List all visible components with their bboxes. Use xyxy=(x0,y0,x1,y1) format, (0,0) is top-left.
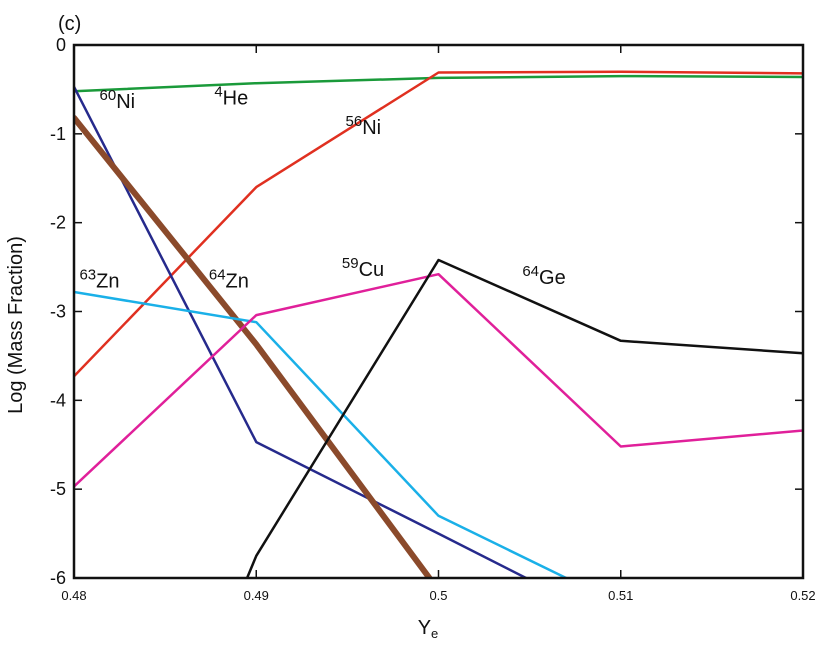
isotope-label-63zn: 63Zn xyxy=(79,267,119,293)
series-line-59cu xyxy=(74,272,803,488)
x-axis-label: Ye xyxy=(418,617,439,641)
x-tick-label: 0.49 xyxy=(244,588,269,603)
series-line-64zn xyxy=(74,114,433,578)
isotope-label-64ge: 64Ge xyxy=(522,263,565,289)
y-axis-label: Log (Mass Fraction) xyxy=(5,236,27,414)
isotope-element-symbol: Ni xyxy=(116,91,135,113)
y-tick-label: -4 xyxy=(50,390,66,410)
isotope-mass-number: 64 xyxy=(209,267,226,284)
isotope-mass-number: 63 xyxy=(79,267,96,284)
isotope-mass-number: 59 xyxy=(342,255,359,272)
isotope-element-symbol: Zn xyxy=(226,271,249,293)
panel-label: (c) xyxy=(58,13,81,35)
y-tick-label: -3 xyxy=(50,302,66,322)
x-axis-label-sub: e xyxy=(431,626,438,641)
y-tick-label: -5 xyxy=(50,479,66,499)
isotope-label-64zn: 64Zn xyxy=(209,267,249,293)
y-tick-label: -1 xyxy=(50,124,66,144)
series-line-56ni xyxy=(74,70,803,378)
isotope-label-59cu: 59Cu xyxy=(342,255,384,281)
isotope-element-symbol: Cu xyxy=(359,259,385,281)
isotope-mass-number: 56 xyxy=(346,113,363,130)
x-tick-label: 0.51 xyxy=(608,588,633,603)
x-tick-label: 0.48 xyxy=(61,588,86,603)
isotope-element-symbol: Zn xyxy=(96,271,119,293)
y-tick-label: 0 xyxy=(56,35,66,55)
y-tick-label: -2 xyxy=(50,213,66,233)
x-axis-label-main: Y xyxy=(418,617,431,639)
isotope-label-56ni: 56Ni xyxy=(346,113,382,139)
isotope-element-symbol: He xyxy=(223,88,249,110)
series-line-60ni xyxy=(74,85,528,578)
isotope-mass-number: 64 xyxy=(522,263,539,280)
plot-frame xyxy=(72,43,805,580)
isotope-label-60ni: 60Ni xyxy=(100,87,136,113)
series-layer xyxy=(74,70,803,578)
series-line-63zn xyxy=(74,290,568,578)
isotope-element-symbol: Ge xyxy=(539,267,566,289)
isotope-element-symbol: Ni xyxy=(362,117,381,139)
series-line-64ge xyxy=(245,258,803,578)
series-line-4he xyxy=(74,74,803,93)
x-tick-label: 0.52 xyxy=(790,588,815,603)
y-tick-label: -6 xyxy=(50,568,66,588)
ticks-layer: 0.48 0.49 0.5 0.51 0.52 0 -1 -2 -3 -4 -5 -6 xyxy=(50,35,816,603)
x-tick-label: 0.5 xyxy=(429,588,447,603)
isotope-mass-number: 4 xyxy=(214,84,222,101)
isotope-label-4he: 4He xyxy=(214,84,248,110)
isotope-mass-number: 60 xyxy=(100,87,117,104)
